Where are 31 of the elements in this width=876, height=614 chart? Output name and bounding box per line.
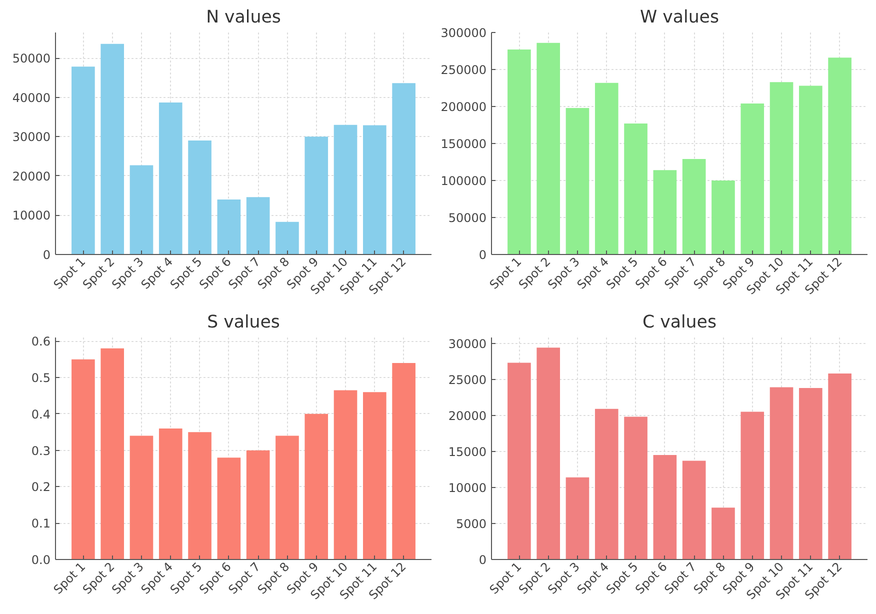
y-tick-label: 0 [478, 248, 487, 262]
y-tick-label: 20000 [448, 408, 487, 423]
y-tick-label: 250000 [440, 63, 487, 77]
y-tick-label: 0.5 [31, 371, 51, 386]
y-tick-label: 0.3 [31, 444, 51, 458]
chart-title: W values [640, 8, 720, 28]
y-tick-label: 10000 [448, 480, 487, 495]
y-tick-label: 100000 [440, 174, 487, 188]
y-tick-label: 20000 [12, 169, 51, 184]
y-tick-label: 30000 [448, 336, 487, 351]
y-tick-label: 300000 [440, 26, 487, 40]
y-tick-label: 0 [42, 248, 51, 262]
y-tick-label: 5000 [456, 516, 487, 531]
y-tick-label: 200000 [440, 100, 487, 114]
y-tick-label: 0.0 [31, 553, 51, 567]
y-tick-label: 0.6 [31, 334, 51, 349]
y-tick-label: 15000 [448, 444, 487, 459]
chart-title: S values [207, 312, 280, 332]
y-tick-label: 0.2 [31, 480, 51, 494]
y-tick-label: 50000 [12, 52, 51, 66]
y-tick-label: 0.4 [31, 407, 51, 422]
y-tick-label: 50000 [448, 211, 487, 225]
y-tick-label: 0 [478, 553, 487, 567]
chart-title: C values [642, 312, 716, 332]
y-tick-label: 40000 [12, 90, 51, 105]
y-tick-label: 10000 [12, 208, 51, 223]
y-tick-label: 30000 [12, 130, 51, 144]
y-tick-label: 25000 [448, 372, 487, 387]
y-tick-label: 150000 [440, 137, 487, 151]
y-tick-label: 0.1 [31, 516, 51, 531]
chart-title: N values [206, 8, 281, 28]
